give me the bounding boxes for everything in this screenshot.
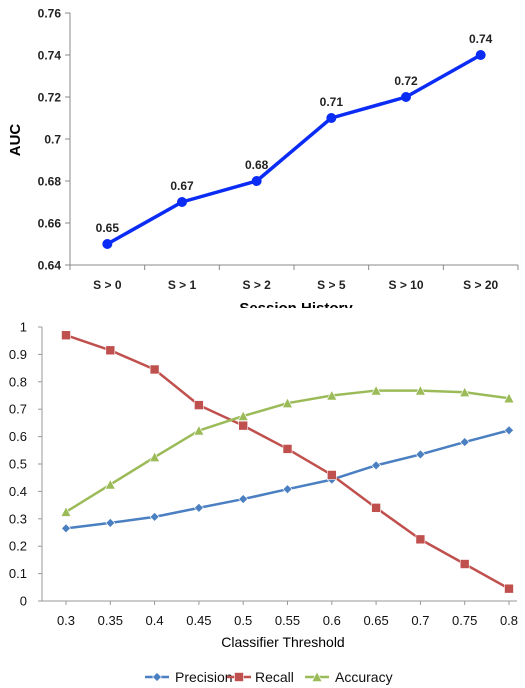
- threshold-x-axis-title: Classifier Threshold: [221, 634, 344, 650]
- auc-x-tick-label: S > 1: [168, 278, 197, 292]
- precision-point: [504, 425, 514, 436]
- auc-y-tick-label: 0.64: [38, 259, 62, 273]
- auc-chart: 0.64 0.66 0.68 0.7 0.72 0.74 0.76 S > 0 S > 1 S >…: [7, 7, 519, 308]
- precision-point: [193, 502, 204, 513]
- auc-x-tick-label: S > 5: [317, 278, 346, 292]
- auc-point: [251, 176, 262, 186]
- recall-point: [105, 345, 116, 356]
- threshold-x-tick-label: 0.35: [98, 613, 123, 628]
- recall-point: [149, 364, 160, 375]
- recall-series-line: [65, 334, 510, 590]
- recall-legend-label: Recall: [255, 669, 294, 685]
- accuracy-legend-marker: [311, 671, 323, 682]
- legend: Precision Recall Accuracy: [145, 669, 393, 685]
- threshold-x-tick-label: 0.4: [146, 613, 164, 628]
- auc-point: [326, 113, 337, 123]
- auc-data-label: 0.67: [170, 179, 194, 193]
- threshold-x-tick-label: 0.65: [363, 613, 388, 628]
- threshold-y-tick-label: 0.1: [9, 566, 27, 581]
- threshold-y-tick-label: 0: [20, 594, 27, 609]
- accuracy-point: [370, 384, 382, 396]
- threshold-chart: 0 0.1 0.2 0.3 0.4 0.5 0.6 0.7 0.8 0.9 1 0.3 0.35 0.4 0…: [9, 320, 518, 686]
- accuracy-point: [326, 389, 338, 401]
- recall-point: [415, 534, 426, 545]
- accuracy-point: [282, 397, 293, 408]
- recall-point: [371, 503, 381, 513]
- auc-data-label: 0.65: [96, 221, 120, 235]
- auc-y-tick-label: 0.66: [38, 217, 62, 231]
- threshold-y-tick-label: 1: [20, 320, 27, 335]
- recall-point: [504, 583, 514, 594]
- precision-point: [371, 460, 382, 471]
- accuracy-point: [237, 410, 249, 421]
- accuracy-point: [60, 506, 72, 517]
- accuracy-point: [149, 451, 161, 462]
- precision-point: [282, 484, 293, 495]
- recall-point: [61, 330, 71, 341]
- accuracy-point: [193, 424, 205, 436]
- auc-y-axis-title: AUC: [7, 124, 24, 157]
- accuracy-legend-label: Accuracy: [335, 669, 393, 685]
- auc-point: [401, 92, 411, 102]
- precision-legend-marker: [152, 672, 162, 682]
- precision-point: [149, 511, 160, 522]
- threshold-y-tick-label: 0.2: [9, 539, 27, 554]
- auc-y-tick-label: 0.76: [38, 7, 62, 21]
- recall-point: [326, 470, 337, 480]
- auc-data-label: 0.74: [469, 32, 493, 46]
- recall-point: [282, 444, 293, 454]
- auc-x-tick-label: S > 2: [242, 278, 271, 292]
- accuracy-point: [503, 392, 515, 404]
- threshold-y-tick-label: 0.7: [9, 402, 27, 417]
- threshold-x-tick-label: 0.75: [452, 613, 477, 628]
- auc-x-tick-label: S > 20: [463, 278, 498, 292]
- threshold-x-tick-label: 0.55: [275, 613, 300, 628]
- accuracy-point: [459, 386, 471, 398]
- auc-point: [177, 197, 187, 207]
- threshold-x-tick-label: 0.45: [186, 613, 211, 628]
- accuracy-point: [414, 384, 426, 396]
- recall-point: [194, 400, 204, 410]
- auc-data-label: 0.71: [320, 95, 344, 109]
- threshold-x-tick-label: 0.5: [234, 613, 252, 628]
- recall-legend-marker: [234, 672, 244, 682]
- auc-y-tick-label: 0.68: [38, 175, 62, 189]
- threshold-y-tick-label: 0.4: [9, 484, 27, 499]
- auc-series-line: [106, 53, 482, 246]
- auc-x-tick-label: S > 10: [388, 278, 423, 292]
- threshold-x-tick-label: 0.6: [323, 613, 341, 628]
- recall-point: [238, 420, 248, 431]
- threshold-x-tick-label: 0.8: [500, 613, 518, 628]
- auc-data-label: 0.68: [245, 158, 269, 172]
- auc-data-label: 0.72: [394, 74, 418, 88]
- auc-y-tick-label: 0.74: [38, 49, 62, 63]
- threshold-x-tick-label: 0.7: [411, 613, 429, 628]
- threshold-x-tick-label: 0.3: [57, 613, 75, 628]
- auc-point: [475, 50, 486, 60]
- threshold-y-tick-label: 0.5: [9, 457, 27, 472]
- auc-x-axis-title: Session History: [239, 300, 353, 308]
- auc-y-tick-label: 0.7: [44, 133, 61, 147]
- precision-point: [238, 494, 249, 504]
- recall-point: [459, 559, 470, 569]
- auc-x-tick-label: S > 0: [93, 278, 122, 292]
- auc-y-tick-label: 0.72: [38, 91, 62, 105]
- threshold-y-tick-label: 0.8: [9, 374, 27, 389]
- threshold-y-tick-label: 0.6: [9, 429, 27, 444]
- threshold-y-tick-label: 0.9: [9, 347, 27, 362]
- threshold-y-tick-label: 0.3: [9, 511, 27, 526]
- accuracy-point: [104, 478, 116, 490]
- precision-point: [61, 523, 71, 534]
- auc-point: [102, 239, 113, 249]
- precision-point: [415, 449, 426, 460]
- precision-legend-label: Precision: [175, 669, 233, 685]
- precision-point: [105, 517, 116, 528]
- precision-point: [459, 437, 470, 448]
